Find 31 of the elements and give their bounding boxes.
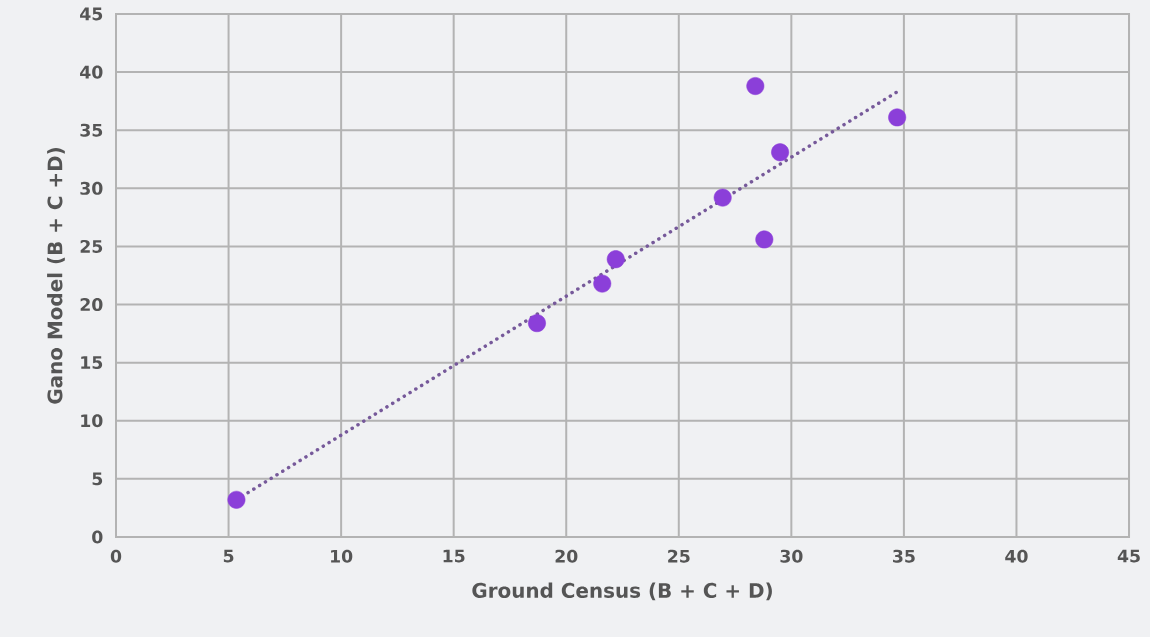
x-axis-title: Ground Census (B + C + D) <box>472 582 772 601</box>
y-tick-label: 15 <box>81 356 103 370</box>
x-tick-label: 45 <box>1117 549 1140 563</box>
point <box>606 250 625 269</box>
x-tick-label: 5 <box>223 549 234 563</box>
y-tick-label: 0 <box>92 530 103 544</box>
x-tick-label: 30 <box>780 549 803 563</box>
point <box>593 274 612 293</box>
point <box>755 230 774 249</box>
point <box>771 143 790 162</box>
x-tick-label: 20 <box>555 549 578 563</box>
y-tick-label: 40 <box>80 65 103 79</box>
point <box>746 77 765 95</box>
y-tick-label: 25 <box>80 239 103 253</box>
y-tick-label: 20 <box>80 298 103 312</box>
x-tick-label: 40 <box>1005 549 1028 563</box>
x-tick-label: 35 <box>893 549 915 563</box>
y-tick-label: 45 <box>80 7 103 21</box>
point <box>528 314 546 333</box>
y-tick-label: 10 <box>81 414 103 428</box>
y-tick-label: 35 <box>80 123 103 137</box>
point <box>888 108 907 127</box>
y-tick-label: 5 <box>92 472 103 486</box>
y-axis-title: Gano Model (B + C +D) <box>47 147 65 404</box>
x-tick-label: 0 <box>110 549 122 563</box>
point <box>227 490 246 509</box>
x-tick-label: 15 <box>443 549 465 563</box>
y-tick-label: 30 <box>80 181 103 195</box>
point <box>713 188 732 207</box>
x-tick-label: 10 <box>331 549 353 563</box>
x-tick-label: 25 <box>668 549 690 563</box>
